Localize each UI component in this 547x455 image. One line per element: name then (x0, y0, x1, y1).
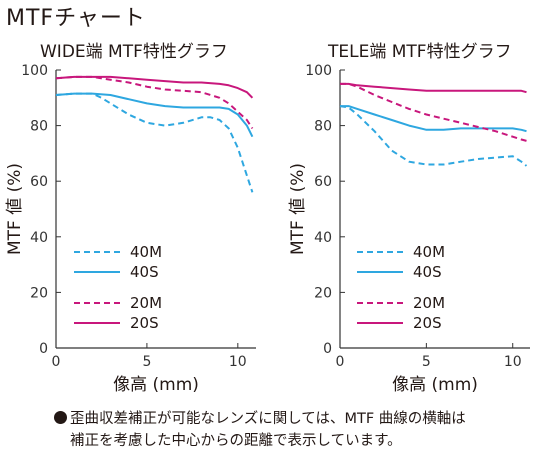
wide-series-20S (55, 75, 254, 99)
wide-series-40S (55, 92, 254, 138)
tele-x-tick-label: 0 (336, 354, 345, 370)
wide-y-tick-label: 0 (39, 341, 48, 357)
tele-series-40M (339, 105, 528, 167)
tele-series-20S (340, 82, 527, 94)
wide-legend-label-20S: 20S (130, 314, 159, 332)
wide-y-tick-label: 100 (21, 63, 48, 79)
wide-y-tick-label: 60 (30, 174, 48, 190)
tele-y-tick-label: 80 (314, 119, 332, 135)
tele-y-axis-label: MTF 値 (%) (288, 163, 308, 255)
wide-x-axis-label: 像高 (mm) (113, 375, 199, 395)
wide-x-tick-label: 10 (229, 354, 247, 370)
wide-chart-title: WIDE端 MTF特性グラフ (40, 42, 228, 62)
tele-x-tick-label: 5 (422, 354, 431, 370)
footnote-line-2: 補正を考慮した中心からの距離で表示しています。 (70, 433, 402, 449)
wide-y-tick-label: 20 (30, 285, 48, 301)
tele-series-40S (340, 105, 527, 133)
page-title: MTFチャート (6, 6, 146, 31)
tele-y-tick-label: 20 (314, 285, 332, 301)
tele-y-tick-label: 0 (323, 341, 332, 357)
wide-series-40M (55, 92, 254, 193)
wide-legend-label-20M: 20M (130, 294, 162, 312)
footnote-line-1: 歪曲収差補正が可能なレンズに関しては、MTF 曲線の横軸は (70, 411, 466, 427)
wide-x-tick-label: 5 (142, 354, 151, 370)
tele-y-tick-label: 100 (305, 63, 332, 79)
tele-x-tick-label: 10 (504, 354, 522, 370)
wide-y-tick-label: 40 (30, 230, 48, 246)
tele-x-axis-label: 像高 (mm) (392, 375, 478, 395)
wide-legend-label-40M: 40M (130, 243, 162, 261)
tele-y-tick-label: 40 (314, 230, 332, 246)
wide-y-axis-label: MTF 値 (%) (5, 163, 25, 255)
tele-chart-title: TELE端 MTF特性グラフ (328, 42, 512, 62)
tele-legend-label-20S: 20S (413, 314, 442, 332)
bullet-icon (54, 411, 67, 424)
footnote: 歪曲収差補正が可能なレンズに関しては、MTF 曲線の横軸は 補正を考慮した中心か… (54, 408, 544, 452)
wide-legend-label-40S: 40S (130, 263, 159, 281)
tele-legend-label-40M: 40M (413, 243, 445, 261)
tele-legend-label-40S: 40S (413, 263, 442, 281)
wide-x-tick-label: 0 (52, 354, 61, 370)
tele-legend-label-20M: 20M (413, 294, 445, 312)
tele-y-tick-label: 60 (314, 174, 332, 190)
tele-series-20M (340, 82, 527, 142)
wide-y-tick-label: 80 (30, 119, 48, 135)
